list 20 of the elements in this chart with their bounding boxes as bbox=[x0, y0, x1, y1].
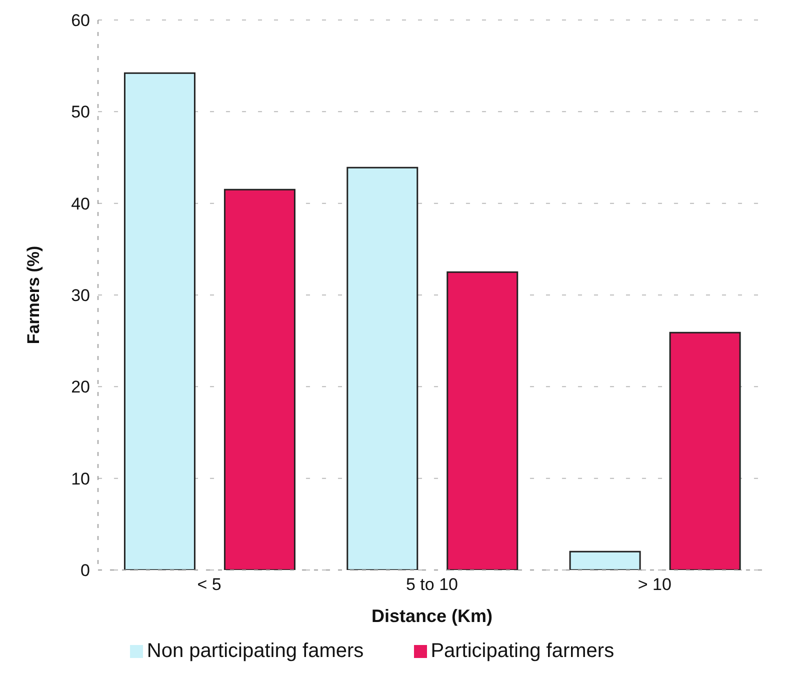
legend-label: Participating farmers bbox=[430, 640, 614, 662]
y-tick-label: 50 bbox=[71, 102, 90, 122]
y-tick-label: 20 bbox=[71, 378, 90, 397]
y-tick-label: 60 bbox=[71, 11, 90, 30]
x-tick-label: > 10 bbox=[638, 575, 672, 594]
y-tick-label: 10 bbox=[71, 469, 90, 488]
y-tick-label: 30 bbox=[71, 286, 90, 306]
legend-label: Non participating famers bbox=[146, 640, 364, 662]
bar bbox=[346, 166, 418, 570]
bar bbox=[224, 188, 296, 570]
y-tick-label: 40 bbox=[71, 194, 90, 214]
bar bbox=[124, 72, 196, 570]
x-tick-label: 5 to 10 bbox=[406, 575, 458, 594]
bar bbox=[446, 271, 518, 570]
y-axis-title: Farmers (%) bbox=[24, 246, 44, 344]
x-tick-label: < 5 bbox=[197, 575, 222, 594]
y-tick-label: 0 bbox=[80, 561, 90, 580]
bar bbox=[569, 550, 641, 570]
x-axis-title: Distance (Km) bbox=[371, 606, 493, 626]
bar bbox=[669, 332, 741, 570]
